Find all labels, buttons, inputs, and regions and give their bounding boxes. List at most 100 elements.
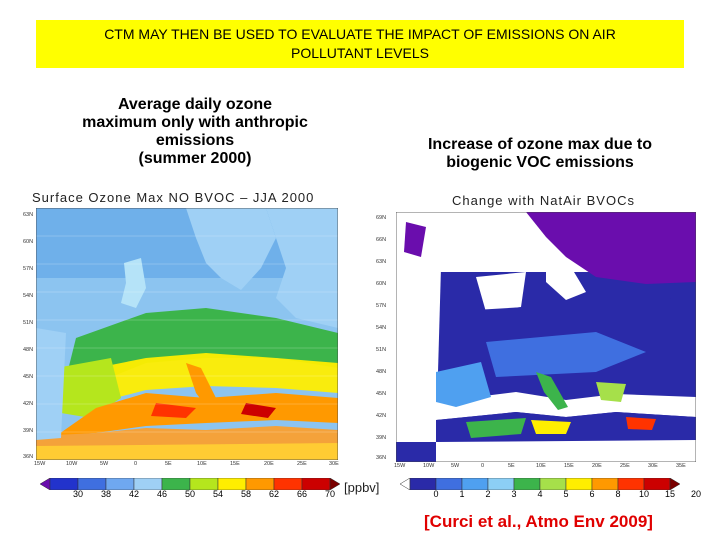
- lat-tick-label: 45N: [376, 391, 387, 397]
- colorbar-tick-label: 20: [690, 489, 701, 499]
- colorbar-tick-label: 6: [589, 489, 595, 499]
- lon-tick-label: 15E: [230, 461, 240, 467]
- left-lat-axis: 63N 60N 57N 54N 51N 48N 45N 42N 39N 36N: [23, 212, 37, 462]
- lat-tick-label: 36N: [23, 454, 34, 460]
- lat-tick-label: 66N: [376, 237, 387, 243]
- colorbar-tick-label: 50: [184, 489, 195, 499]
- lon-tick-label: 0: [134, 461, 138, 467]
- lon-tick-label: 10W: [66, 461, 78, 467]
- colorbar-tick-label: 38: [100, 489, 111, 499]
- title-banner: CTM MAY THEN BE USED TO EVALUATE THE IMP…: [36, 20, 684, 68]
- scandinavia: [526, 212, 696, 284]
- sahara: [436, 440, 696, 462]
- lon-tick-label: 25E: [620, 463, 630, 469]
- colorbar-tick-label: 3: [511, 489, 517, 499]
- lon-tick-label: 25E: [297, 461, 307, 467]
- lat-tick-label: 57N: [376, 303, 387, 309]
- biogenic-hotspot: [626, 417, 656, 430]
- lon-tick-label: 5W: [100, 461, 109, 467]
- left-subtitle: Average daily ozone maximum only with an…: [55, 96, 335, 168]
- colorbar-tick-label: 15: [664, 489, 675, 499]
- citation: [Curci et al., Atmo Env 2009]: [424, 512, 653, 531]
- north-africa: [466, 418, 526, 438]
- colorbar-arrow-high: [329, 478, 340, 490]
- lon-tick-label: 15W: [394, 463, 406, 469]
- lat-tick-label: 42N: [23, 401, 34, 407]
- left-map-title: Surface Ozone Max NO BVOC – JJA 2000: [32, 190, 315, 205]
- great-britain: [121, 258, 146, 308]
- lat-tick-label: 63N: [23, 212, 34, 218]
- colorbar-tick-label: 8: [615, 489, 621, 499]
- colorbar-tick-label: 70: [324, 489, 335, 499]
- lon-tick-label: 30E: [329, 461, 339, 467]
- right-map-title: Change with NatAir BVOCs: [452, 193, 635, 208]
- iberia: [436, 362, 491, 407]
- lon-tick-label: 0: [481, 463, 485, 469]
- colorbar-arrow-high: [669, 478, 680, 490]
- lon-tick-label: 10E: [197, 461, 207, 467]
- right-colorbar: [400, 478, 680, 490]
- lat-tick-label: 39N: [23, 428, 34, 434]
- lat-tick-label: 51N: [376, 347, 387, 353]
- lon-tick-label: 20E: [592, 463, 602, 469]
- colorbar-tick-label: 1: [459, 489, 465, 499]
- colorbar-tick-label: 0: [433, 489, 439, 499]
- right-subtitle-line: biogenic VOC emissions: [446, 154, 634, 171]
- colorbar-tick-label: 58: [240, 489, 251, 499]
- colorbar-tick-label: 2: [485, 489, 491, 499]
- right-bvoc-map: [396, 212, 696, 462]
- banner-line-1: CTM MAY THEN BE USED TO EVALUATE THE IMP…: [104, 26, 616, 42]
- lon-tick-label: 20E: [264, 461, 274, 467]
- colorbar-tick-label: 66: [296, 489, 307, 499]
- lat-tick-label: 48N: [376, 369, 387, 375]
- lat-tick-label: 42N: [376, 413, 387, 419]
- left-lon-axis: 15W 10W 5W 0 5E 10E 15E 20E 25E 30E: [32, 461, 342, 469]
- north-africa-south: [36, 443, 338, 460]
- balkans: [596, 382, 626, 402]
- lat-tick-label: 51N: [23, 320, 34, 326]
- central-europe: [486, 332, 646, 377]
- lon-tick-label: 10W: [423, 463, 435, 469]
- left-subtitle-line: (summer 2000): [138, 150, 252, 167]
- italy: [536, 372, 568, 410]
- colorbar-tick-label: 4: [537, 489, 543, 499]
- mediterranean: [56, 393, 338, 436]
- lat-tick-label: 45N: [23, 374, 34, 380]
- banner-line-2: POLLUTANT LEVELS: [291, 45, 429, 61]
- lon-tick-label: 30E: [648, 463, 658, 469]
- iberia: [56, 358, 121, 418]
- lat-tick-label: 36N: [376, 455, 387, 461]
- north-sea: [476, 272, 526, 312]
- colorbar-tick-label: 46: [156, 489, 167, 499]
- iceland: [404, 222, 426, 257]
- colorbar-tick-label: 5: [563, 489, 569, 499]
- right-subtitle: Increase of ozone max due to biogenic VO…: [400, 136, 680, 172]
- left-subtitle-line: Average daily ozone: [117, 96, 273, 113]
- eastern-land: [266, 208, 338, 328]
- colorbar-tick-label: 30: [72, 489, 83, 499]
- right-subtitle-line: Increase of ozone max due to: [427, 136, 653, 153]
- lon-tick-label: 5W: [451, 463, 460, 469]
- right-colorbar-labels: 0 1 2 3 4 5 6 8 10 15 20: [400, 489, 701, 501]
- unit-label: [ppbv]: [344, 480, 380, 495]
- right-lat-axis: 69N 66N 63N 60N 57N 54N 51N 48N 45N 42N …: [376, 215, 392, 461]
- colorbar-tick-label: 54: [212, 489, 223, 499]
- left-subtitle-line: emissions: [155, 132, 235, 149]
- lat-tick-label: 57N: [23, 266, 34, 272]
- left-colorbar-labels: 30 38 42 46 50 54 58 62 66 70: [40, 489, 340, 501]
- atlantic: [36, 328, 66, 440]
- colorbar-tick-label: 62: [268, 489, 279, 499]
- lon-tick-label: 15E: [564, 463, 574, 469]
- lon-tick-label: 5E: [165, 461, 172, 467]
- ozone-hotspot: [241, 403, 276, 418]
- lon-tick-label: 5E: [508, 463, 515, 469]
- lat-tick-label: 54N: [23, 293, 34, 299]
- colorbar-tick-label: 10: [638, 489, 649, 499]
- lon-tick-label: 15W: [34, 461, 46, 467]
- ozone-hotspot: [151, 403, 196, 418]
- colorbar-tick-label: 42: [128, 489, 139, 499]
- left-subtitle-line: maximum only with anthropic: [82, 114, 308, 131]
- biogenic-hotspot: [531, 420, 571, 434]
- left-colorbar: [40, 478, 340, 490]
- lat-tick-label: 48N: [23, 347, 34, 353]
